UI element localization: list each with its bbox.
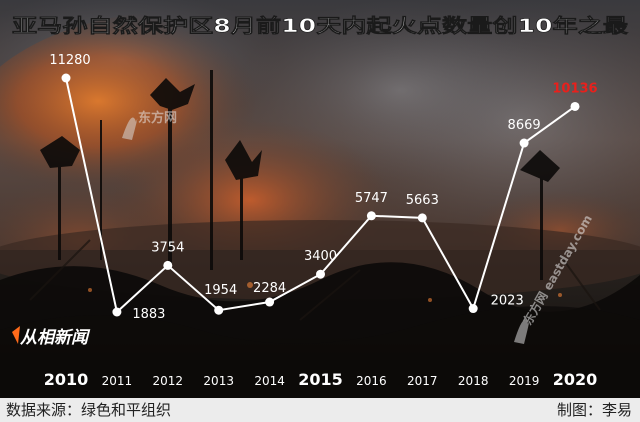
watermark-bottom: 东方网 eastday.com — [514, 212, 595, 344]
chart-maker-text: 制图：李易 — [556, 401, 632, 419]
x-tick-label: 2012 — [153, 374, 184, 388]
watermark-text-top: 东方网 — [138, 110, 177, 126]
footer-bar: 数据来源：绿色和平组织 制图：李易 — [0, 398, 640, 422]
value-labels: 11280 1883 3754 1954 2284 3400 5747 5663 2023 866… — [49, 53, 597, 322]
chart-title: 亚马孙自然保护区8月前10天内起火点数量创10年之最 — [12, 14, 629, 37]
data-label: 3754 — [151, 240, 184, 255]
data-point — [112, 307, 122, 317]
x-tick-label: 2011 — [102, 374, 133, 388]
background-photo — [0, 0, 640, 398]
data-point — [265, 297, 275, 307]
line-chart: 亚马孙自然保护区8月前10天内起火点数量创10年之最 东方网 东方网 eastd… — [12, 14, 630, 389]
watermark-top: 东方网 — [122, 110, 177, 140]
watermark-text-bottom: 东方网 eastday.com — [520, 212, 595, 328]
data-label: 11280 — [49, 53, 90, 68]
data-label: 2284 — [253, 281, 286, 296]
data-label: 3400 — [304, 249, 337, 264]
data-label: 10136 — [552, 81, 597, 96]
data-point — [163, 260, 173, 270]
data-point — [214, 305, 224, 315]
data-point — [570, 101, 580, 111]
fire-forest-photo — [0, 0, 640, 398]
data-label: 1883 — [132, 307, 165, 322]
x-tick-label: 2016 — [356, 374, 387, 388]
data-label: 5663 — [406, 193, 439, 208]
data-point — [417, 213, 427, 223]
eastday-logo-icon — [122, 117, 138, 140]
x-tick-label: 2010 — [44, 370, 89, 389]
data-point — [366, 211, 376, 221]
news-logo-text: 从相新闻 — [20, 328, 91, 348]
x-tick-label: 2013 — [203, 374, 234, 388]
data-point — [519, 138, 529, 148]
eastday-logo-icon-2 — [514, 319, 530, 344]
news-logo-icon — [12, 326, 20, 344]
data-label: 8669 — [508, 118, 541, 133]
data-label: 1954 — [204, 283, 237, 298]
x-axis-tick-labels: 2010 2011 2012 2013 2014 2015 2016 2017 2018 2019… — [44, 370, 598, 389]
x-tick-label: 2014 — [254, 374, 285, 388]
news-logo: 从相新闻 — [12, 326, 91, 348]
data-point — [61, 73, 71, 83]
x-tick-label: 2018 — [458, 374, 489, 388]
x-tick-label: 2017 — [407, 374, 438, 388]
data-label: 2023 — [491, 294, 524, 309]
data-label: 5747 — [355, 191, 388, 206]
x-tick-label: 2019 — [509, 374, 540, 388]
x-tick-label: 2015 — [298, 370, 343, 389]
data-point — [468, 304, 478, 314]
data-point — [316, 269, 325, 279]
x-tick-label: 2020 — [553, 370, 598, 389]
series-layer — [61, 73, 580, 317]
data-source-text: 数据来源：绿色和平组织 — [6, 401, 172, 419]
